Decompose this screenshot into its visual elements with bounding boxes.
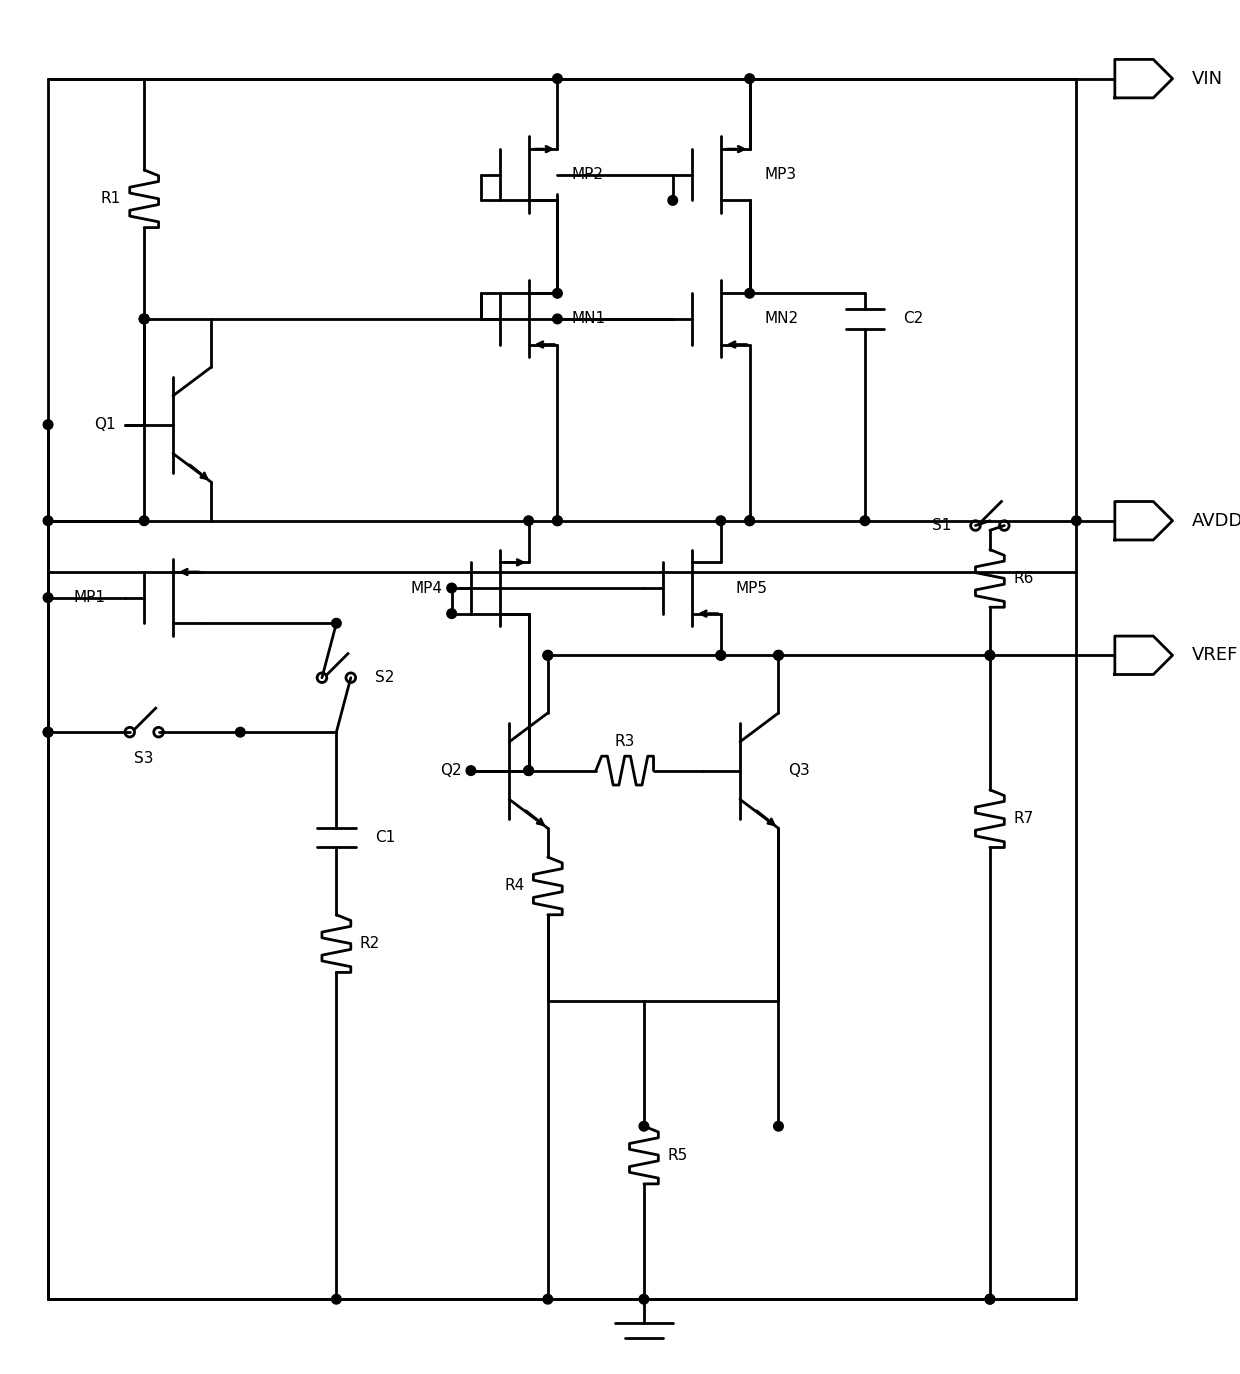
Circle shape — [774, 1121, 784, 1131]
Circle shape — [139, 515, 149, 525]
Text: R1: R1 — [100, 191, 120, 206]
Polygon shape — [1115, 502, 1173, 540]
Circle shape — [523, 765, 533, 775]
Circle shape — [139, 315, 149, 324]
Circle shape — [668, 195, 677, 205]
Circle shape — [523, 765, 533, 775]
Text: R6: R6 — [1013, 572, 1034, 585]
Text: C1: C1 — [374, 830, 396, 845]
Circle shape — [543, 1294, 553, 1304]
Circle shape — [331, 1294, 341, 1304]
Circle shape — [774, 650, 784, 660]
Circle shape — [553, 74, 562, 84]
Text: MN1: MN1 — [572, 312, 606, 327]
Circle shape — [715, 650, 725, 660]
Circle shape — [985, 1294, 994, 1304]
Text: VREF: VREF — [1192, 646, 1238, 664]
Circle shape — [553, 515, 562, 525]
Circle shape — [543, 650, 553, 660]
Circle shape — [523, 515, 533, 525]
Circle shape — [553, 315, 562, 324]
Text: Q1: Q1 — [94, 418, 115, 433]
Circle shape — [985, 650, 994, 660]
Circle shape — [745, 289, 754, 298]
Text: MP2: MP2 — [572, 168, 604, 183]
Circle shape — [139, 315, 149, 324]
Circle shape — [715, 650, 725, 660]
Circle shape — [861, 515, 869, 525]
Circle shape — [745, 515, 754, 525]
Text: AVDD: AVDD — [1192, 511, 1240, 530]
Circle shape — [639, 1294, 649, 1304]
Circle shape — [446, 609, 456, 618]
Circle shape — [43, 515, 53, 525]
Text: R2: R2 — [360, 936, 381, 951]
Circle shape — [745, 515, 754, 525]
Circle shape — [446, 583, 456, 592]
Circle shape — [715, 515, 725, 525]
Polygon shape — [1115, 636, 1173, 675]
Text: R5: R5 — [667, 1147, 688, 1162]
Text: MP4: MP4 — [410, 580, 443, 595]
Circle shape — [43, 727, 53, 736]
Text: Q3: Q3 — [789, 763, 810, 778]
Circle shape — [236, 727, 246, 736]
Circle shape — [745, 74, 754, 84]
Text: S2: S2 — [374, 671, 394, 686]
Circle shape — [543, 650, 553, 660]
Circle shape — [553, 515, 562, 525]
Circle shape — [985, 650, 994, 660]
Text: Q2: Q2 — [440, 763, 461, 778]
Text: MP1: MP1 — [73, 589, 105, 605]
Text: S3: S3 — [134, 752, 154, 767]
Circle shape — [43, 420, 53, 430]
Polygon shape — [1115, 59, 1173, 98]
Text: MP3: MP3 — [764, 168, 796, 183]
Text: C2: C2 — [904, 312, 924, 327]
Circle shape — [139, 315, 149, 324]
Text: R4: R4 — [503, 878, 525, 893]
Text: R7: R7 — [1013, 811, 1034, 826]
Circle shape — [985, 1294, 994, 1304]
Text: R3: R3 — [615, 734, 635, 749]
Circle shape — [1071, 515, 1081, 525]
Text: S1: S1 — [932, 518, 951, 533]
Text: MN2: MN2 — [764, 312, 799, 327]
Circle shape — [466, 765, 476, 775]
Circle shape — [639, 1121, 649, 1131]
Text: MP5: MP5 — [735, 580, 768, 595]
Circle shape — [43, 727, 53, 736]
Circle shape — [774, 650, 784, 660]
Circle shape — [553, 289, 562, 298]
Circle shape — [43, 592, 53, 602]
Circle shape — [331, 618, 341, 628]
Text: VIN: VIN — [1192, 70, 1223, 88]
